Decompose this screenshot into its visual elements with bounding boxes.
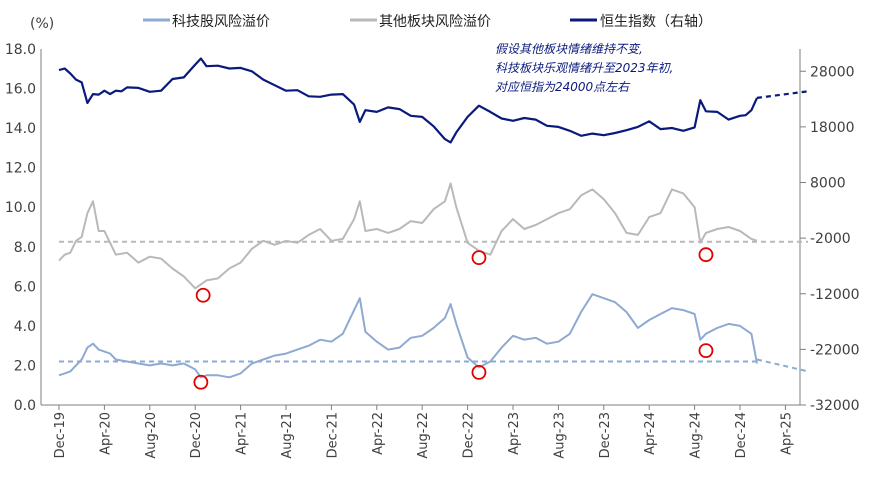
legend-label-tech: 科技股风险溢价 xyxy=(172,14,270,30)
annotation-line-3: 对应恒指为24000点左右 xyxy=(495,80,631,94)
legend-label-other: 其他板块风险溢价 xyxy=(379,14,491,30)
annotation: 假设其他板块情绪维持不变, 科技板块乐观情绪升至2023年初, 对应恒指为240… xyxy=(495,42,673,94)
series-layer xyxy=(58,57,809,379)
right-tick-label: -12000 xyxy=(810,287,860,303)
x-tick-label: Dec-23 xyxy=(598,412,613,458)
left-tick-label: 16.0 xyxy=(5,82,36,98)
left-tick-label: 0.0 xyxy=(14,398,36,414)
right-tick-label: 28000 xyxy=(810,64,855,80)
x-tick-label: Apr-22 xyxy=(371,412,386,455)
left-tick-label: 4.0 xyxy=(14,319,36,335)
highlight-circle xyxy=(195,287,211,303)
x-tick-label: Aug-21 xyxy=(280,412,295,459)
x-tick-label: Dec-21 xyxy=(325,412,340,458)
annotation-line-1: 假设其他板块情绪维持不变, xyxy=(495,42,643,56)
left-tick-label: 12.0 xyxy=(5,161,36,177)
series-line-科技股风险溢价 xyxy=(58,293,758,379)
left-tick-label: 2.0 xyxy=(14,358,36,374)
highlight-circle xyxy=(471,250,487,266)
highlight-circle xyxy=(698,247,714,263)
highlight-circles xyxy=(193,247,714,390)
x-tick-label: Aug-24 xyxy=(689,412,704,459)
x-tick-label: Apr-20 xyxy=(98,412,113,455)
left-axis-ticks: 0.0 2.0 4.0 6.0 8.0 10.0 12.0 14.0 16.0 18.0 xyxy=(5,42,36,414)
legend: 科技股风险溢价 其他板块风险溢价 恒生指数（右轴） xyxy=(143,14,712,30)
x-tick-label: Apr-23 xyxy=(507,412,522,455)
left-tick-label: 8.0 xyxy=(14,240,36,256)
x-tick-label: Apr-24 xyxy=(643,412,658,455)
annotation-line-2: 科技板块乐观情绪升至2023年初, xyxy=(495,61,673,75)
x-tick-label: Apr-21 xyxy=(235,412,250,455)
highlight-circle xyxy=(698,343,714,359)
x-tick-label: Dec-22 xyxy=(462,412,477,458)
series-line-其他板块风险溢价 xyxy=(58,182,758,290)
right-tick-label: 8000 xyxy=(810,176,846,192)
right-axis-ticks: -32000 -22000 -12000 -2000 8000 18000 28000 xyxy=(800,64,860,414)
right-tick-label: -22000 xyxy=(810,342,860,358)
x-tick-label: Aug-22 xyxy=(416,412,431,459)
x-tick-label: Dec-19 xyxy=(53,412,68,458)
x-tick-label: Aug-20 xyxy=(144,412,159,459)
series-line-恒生指数 xyxy=(58,57,759,144)
left-tick-label: 6.0 xyxy=(14,279,36,295)
x-axis-ticks: Dec-19 Apr-20 Aug-20 Dec-20 Apr-21 Aug-21 Dec-… xyxy=(53,405,794,459)
x-tick-label: Dec-20 xyxy=(189,412,204,458)
right-tick-label: -32000 xyxy=(810,398,860,414)
x-tick-label: Aug-23 xyxy=(552,412,567,459)
highlight-circle xyxy=(193,374,209,390)
left-tick-label: 10.0 xyxy=(5,200,36,216)
legend-label-hsi: 恒生指数（右轴） xyxy=(600,14,712,30)
right-tick-label: -2000 xyxy=(810,231,851,247)
right-tick-label: 18000 xyxy=(810,120,855,136)
x-tick-label: Dec-24 xyxy=(734,412,749,458)
left-tick-label: 14.0 xyxy=(5,121,36,137)
left-tick-label: 18.0 xyxy=(5,42,36,58)
left-axis-unit: (%) xyxy=(30,16,54,32)
highlight-circle xyxy=(471,364,487,380)
x-tick-label: Apr-25 xyxy=(779,412,794,455)
